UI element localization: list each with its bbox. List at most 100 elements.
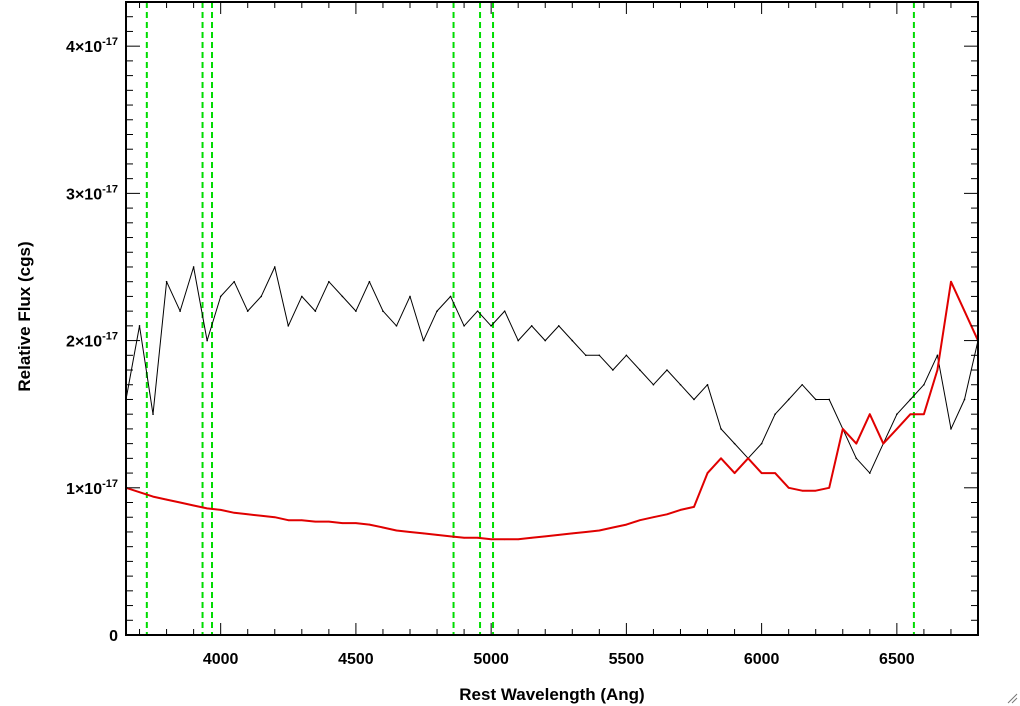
y-tick-label-2: 2×10-17 bbox=[66, 331, 118, 351]
series-1-point-61 bbox=[950, 280, 952, 283]
series-1-point-57 bbox=[896, 428, 898, 430]
series-0-point-55 bbox=[869, 472, 871, 474]
series-1-point-16 bbox=[341, 522, 344, 524]
series-1-point-34 bbox=[585, 531, 587, 533]
series-1-point-27 bbox=[490, 538, 492, 541]
x-tick-label-5: 6500 bbox=[879, 651, 915, 668]
series-1-point-62 bbox=[963, 310, 966, 312]
x-tick-label-3: 5500 bbox=[609, 651, 645, 668]
series-1-point-7 bbox=[219, 509, 222, 511]
series-0-point-48 bbox=[774, 413, 776, 415]
series-1-point-13 bbox=[301, 519, 303, 521]
series-0-point-16 bbox=[341, 295, 344, 298]
series-0-point-45 bbox=[733, 442, 736, 445]
series-1-point-28 bbox=[503, 538, 506, 541]
series-1-point-15 bbox=[328, 520, 330, 523]
series-0-point-47 bbox=[760, 442, 763, 445]
x-tick-label-2: 5000 bbox=[473, 651, 509, 668]
series-1-point-32 bbox=[557, 534, 560, 536]
series-1-point-50 bbox=[801, 489, 803, 492]
series-0-point-10 bbox=[260, 295, 263, 298]
x-axis-title: Rest Wavelength (Ang) bbox=[459, 685, 644, 704]
series-0-point-24 bbox=[449, 295, 452, 298]
series-0-point-22 bbox=[422, 339, 425, 342]
series-0-point-35 bbox=[598, 354, 601, 357]
series-0-point-43 bbox=[706, 383, 709, 386]
series-1-point-18 bbox=[368, 523, 371, 526]
series-1-point-14 bbox=[314, 520, 317, 523]
series-0-point-13 bbox=[301, 295, 303, 298]
series-0-point-27 bbox=[490, 325, 492, 327]
series-1-point-6 bbox=[206, 507, 208, 510]
series-0-point-28 bbox=[503, 310, 506, 312]
series-0-point-54 bbox=[855, 457, 858, 460]
y-tick-label-base-0: 0 bbox=[109, 628, 118, 645]
x-axis: 4000 4500 5000 5500 6000 6500 bbox=[139, 2, 979, 668]
series-0-point-17 bbox=[355, 310, 357, 312]
series-0-point-21 bbox=[409, 295, 411, 298]
series-1-point-40 bbox=[666, 513, 668, 516]
series-layer bbox=[125, 266, 979, 541]
y-tick-label-3: 3×10-17 bbox=[66, 183, 118, 203]
series-1-point-30 bbox=[530, 537, 533, 539]
y-tick-label-base-1: 1×10 bbox=[66, 481, 102, 498]
y-tick-label-4: 4×10-17 bbox=[66, 36, 118, 56]
y-tick-label-base-4: 4×10 bbox=[66, 39, 102, 56]
resize-grip-icon[interactable] bbox=[1006, 692, 1018, 704]
series-0-point-8 bbox=[233, 280, 235, 283]
series-1-point-47 bbox=[760, 472, 763, 474]
series-0-point-33 bbox=[571, 339, 574, 342]
y-tick-label-base-2: 2×10 bbox=[66, 334, 102, 351]
series-0-point-26 bbox=[476, 310, 479, 312]
series-1-point-4 bbox=[179, 501, 181, 504]
series-1-point-53 bbox=[841, 428, 844, 430]
series-0-point-12 bbox=[287, 325, 290, 327]
series-1-point-55 bbox=[869, 413, 871, 415]
reference-lines bbox=[145, 2, 915, 635]
x-tick-label-4: 6000 bbox=[744, 651, 780, 668]
series-0-point-50 bbox=[801, 383, 803, 386]
series-1-point-17 bbox=[355, 522, 357, 524]
series-0-point-19 bbox=[382, 310, 384, 312]
series-0-point-36 bbox=[612, 369, 614, 371]
series-1-point-10 bbox=[260, 514, 263, 517]
series-0-point-59 bbox=[923, 383, 925, 386]
y-tick-label-base-3: 3×10 bbox=[66, 186, 102, 203]
series-1-point-19 bbox=[382, 526, 384, 529]
series-0-point-9 bbox=[246, 310, 249, 312]
y-tick-label-exponent-3: -17 bbox=[102, 183, 118, 195]
series-1-point-8 bbox=[233, 512, 235, 514]
series-0-point-11 bbox=[273, 266, 276, 268]
series-1-point-35 bbox=[598, 529, 601, 532]
y-tick-label-exponent-4: -17 bbox=[102, 36, 118, 48]
series-1-point-11 bbox=[273, 516, 276, 519]
series-1-point-23 bbox=[436, 534, 438, 536]
series-1-point-3 bbox=[165, 498, 168, 501]
series-0-point-23 bbox=[436, 310, 438, 312]
series-0-point-61 bbox=[950, 428, 952, 430]
series-1-point-48 bbox=[774, 472, 776, 474]
series-1-point-36 bbox=[612, 526, 614, 529]
series-1-point-46 bbox=[747, 457, 749, 460]
series-1-point-44 bbox=[720, 457, 722, 460]
series-0-point-42 bbox=[693, 398, 695, 401]
series-0-point-34 bbox=[585, 354, 587, 357]
series-1-point-59 bbox=[923, 413, 925, 415]
series-0-point-37 bbox=[625, 354, 628, 357]
series-1-point-54 bbox=[855, 442, 858, 445]
series-1-point-43 bbox=[706, 472, 709, 474]
series-1-point-1 bbox=[138, 491, 141, 494]
series-1-point-20 bbox=[395, 529, 398, 532]
series-1-point-58 bbox=[909, 413, 912, 415]
series-0-point-25 bbox=[463, 325, 465, 327]
series-1-point-31 bbox=[544, 535, 547, 538]
series-0-point-14 bbox=[314, 310, 317, 312]
series-0-point-39 bbox=[652, 383, 655, 386]
series-1-point-12 bbox=[287, 519, 290, 521]
series-1-point-42 bbox=[693, 506, 695, 508]
series-0-point-6 bbox=[206, 339, 208, 342]
series-0-point-15 bbox=[328, 280, 330, 283]
series-line-1 bbox=[125, 280, 979, 541]
series-1-point-33 bbox=[571, 532, 574, 535]
